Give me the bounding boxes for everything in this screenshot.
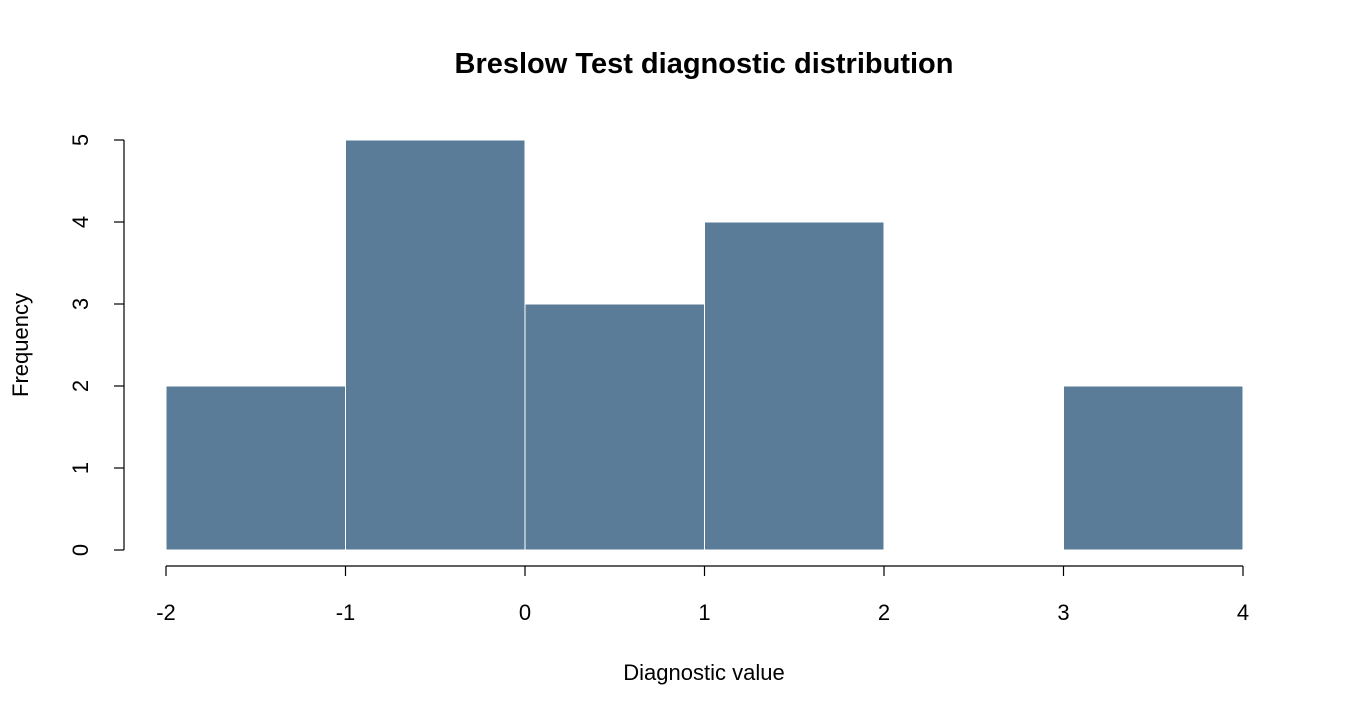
histogram-bar (524, 303, 705, 551)
y-axis-label: Frequency (8, 293, 33, 397)
y-tick-label: 0 (68, 544, 93, 556)
histogram-bar (345, 139, 526, 551)
chart-title: Breslow Test diagnostic distribution (455, 48, 954, 80)
bars-group (165, 139, 1244, 551)
y-axis: 0 1 2 3 4 5 (68, 134, 125, 556)
x-tick-label: 0 (519, 600, 531, 625)
x-tick-label: 4 (1237, 600, 1249, 625)
x-tick-label: 1 (698, 600, 710, 625)
x-tick-label: -2 (156, 600, 176, 625)
histogram-bar (1063, 385, 1244, 551)
x-axis-label: Diagnostic value (623, 660, 784, 685)
y-tick-label: 5 (68, 134, 93, 146)
x-tick-label: 2 (878, 600, 890, 625)
x-tick-label: 3 (1057, 600, 1069, 625)
x-axis: -2 -1 0 1 2 3 4 (156, 565, 1249, 625)
y-tick-label: 4 (68, 216, 93, 228)
x-tick-label: -1 (336, 600, 356, 625)
histogram-bar (165, 385, 346, 551)
y-tick-label: 2 (68, 380, 93, 392)
histogram-bar (704, 221, 885, 551)
y-tick-label: 1 (68, 462, 93, 474)
y-tick-label: 3 (68, 298, 93, 310)
